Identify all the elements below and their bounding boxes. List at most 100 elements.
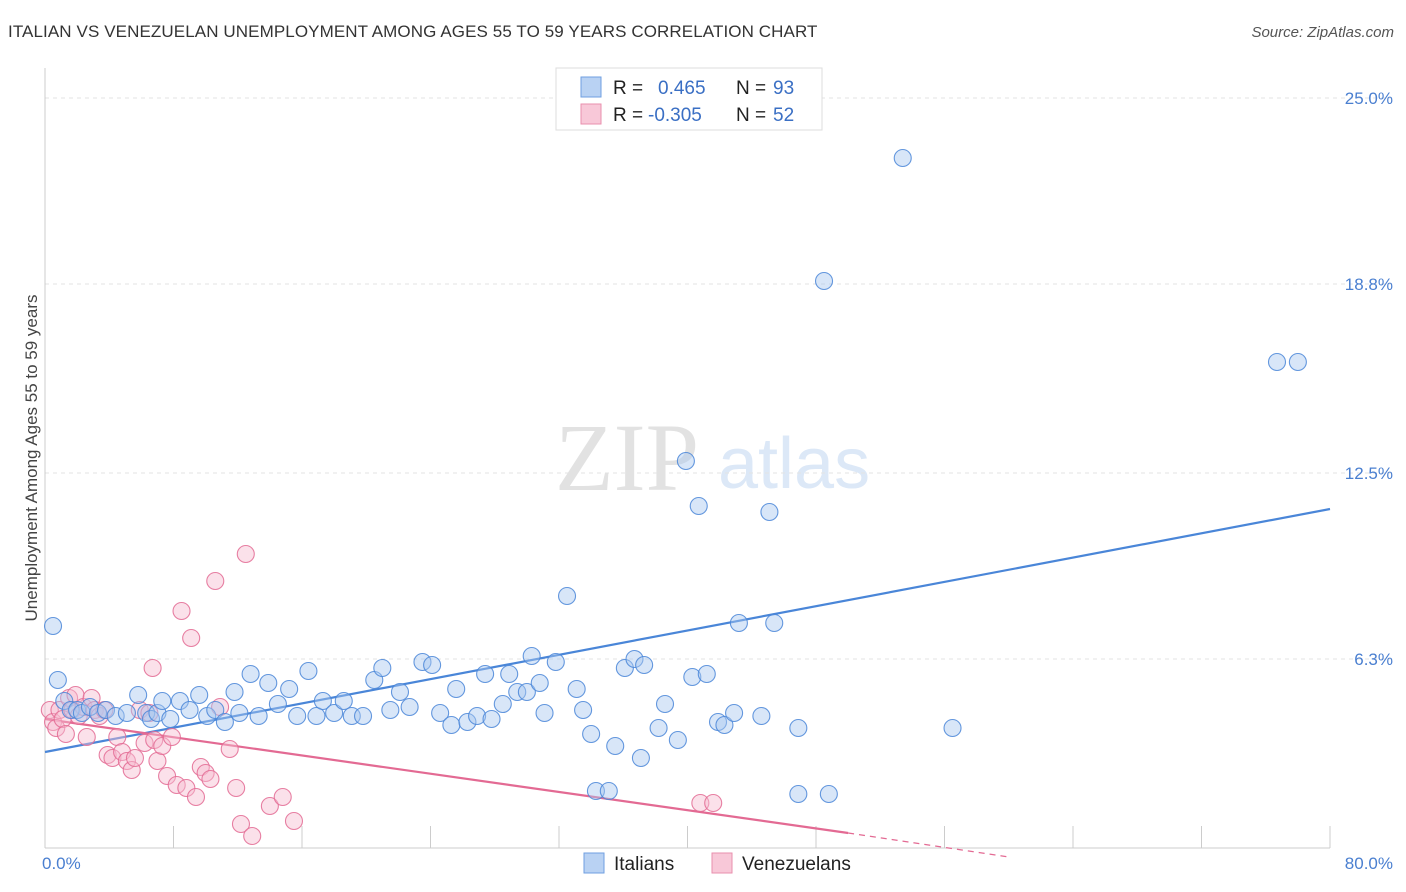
- data-point-italians: [625, 649, 644, 669]
- data-point-italians: [468, 706, 487, 726]
- data-point-italians: [96, 700, 116, 720]
- y-tick-label: 6.3%: [1354, 650, 1393, 669]
- data-point-italians: [1267, 352, 1287, 372]
- data-point-italians: [789, 784, 808, 804]
- data-point-venezuelans: [162, 727, 181, 747]
- data-point-italians: [161, 709, 180, 729]
- y-tick-label: 12.5%: [1345, 464, 1393, 483]
- chart-title: ITALIAN VS VENEZUELAN UNEMPLOYMENT AMONG…: [8, 22, 818, 41]
- data-point-italians: [129, 685, 148, 705]
- data-point-italians: [522, 646, 541, 666]
- data-point-italians: [582, 724, 601, 744]
- correlation-legend: R = 0.465 N = 93 R = -0.305 N = 52: [555, 67, 823, 131]
- bottom-legend-label-venezuelans: Venezuelans: [742, 854, 851, 875]
- data-point-italians: [230, 703, 249, 723]
- data-point-italians: [668, 730, 687, 750]
- data-point-italians: [288, 706, 307, 726]
- watermark-atlas: atlas: [718, 424, 870, 504]
- data-point-italians: [814, 271, 834, 291]
- data-point-italians: [606, 736, 625, 756]
- data-point-italians: [206, 700, 225, 720]
- data-point-italians: [153, 691, 172, 711]
- axes: [44, 68, 1331, 849]
- legend-r-label: R =: [613, 105, 643, 126]
- data-point-venezuelans: [273, 787, 292, 807]
- data-point-italians: [635, 655, 654, 675]
- data-point-italians: [725, 703, 744, 723]
- data-point-venezuelans: [206, 571, 225, 591]
- trend-line-venezuelans: [44, 717, 849, 835]
- data-point-venezuelans: [56, 724, 75, 744]
- trend-line-italians: [44, 507, 1331, 754]
- data-point-venezuelans: [227, 778, 246, 798]
- data-point-italians: [442, 715, 461, 735]
- data-point-italians: [381, 700, 400, 720]
- data-point-italians: [458, 712, 477, 732]
- data-point-venezuelans: [125, 748, 144, 768]
- legend-swatch-venezuelans: [580, 103, 602, 125]
- data-point-italians: [697, 664, 716, 684]
- data-point-venezuelans: [236, 544, 255, 564]
- data-point-italians: [43, 616, 63, 636]
- data-point-venezuelans: [191, 757, 210, 777]
- y-tick-label: 18.8%: [1345, 275, 1393, 294]
- data-point-italians: [241, 664, 260, 684]
- data-point-venezuelans: [98, 745, 117, 765]
- data-point-italians: [225, 682, 244, 702]
- trend-line-venezuelans-extension: [848, 832, 1009, 858]
- data-point-italians: [655, 694, 675, 714]
- data-point-italians: [649, 718, 668, 738]
- data-point-italians: [373, 658, 392, 678]
- data-point-italians: [752, 706, 771, 726]
- data-point-italians: [508, 682, 527, 702]
- grid-lines: [45, 97, 1392, 660]
- data-point-italians: [334, 691, 353, 711]
- data-point-italians: [117, 703, 136, 723]
- legend-n-value: 52: [773, 105, 794, 126]
- data-point-venezuelans: [108, 727, 127, 747]
- data-point-italians: [280, 679, 299, 699]
- data-point-venezuelans: [284, 811, 304, 831]
- data-point-italians: [313, 691, 332, 711]
- data-point-venezuelans: [172, 601, 191, 621]
- data-point-italians: [106, 706, 125, 726]
- data-point-italians: [819, 784, 838, 804]
- data-point-venezuelans: [691, 793, 710, 813]
- data-point-venezuelans: [143, 658, 162, 678]
- data-point-italians: [574, 700, 593, 720]
- data-point-venezuelans: [243, 826, 262, 846]
- data-point-italians: [683, 667, 702, 687]
- watermark-zip: ZIP: [555, 404, 699, 511]
- source-label: Source: ZipAtlas.com: [1251, 24, 1394, 41]
- data-point-italians: [400, 697, 419, 717]
- legend-swatch-italians: [580, 76, 602, 98]
- data-points: [40, 148, 1307, 846]
- data-point-italians: [431, 703, 450, 723]
- data-point-italians: [215, 712, 234, 732]
- data-point-venezuelans: [186, 787, 206, 807]
- data-point-italians: [299, 661, 318, 681]
- data-point-venezuelans: [122, 760, 141, 780]
- data-point-italians: [493, 694, 512, 714]
- data-point-italians: [586, 781, 605, 801]
- data-point-italians: [61, 700, 80, 720]
- data-point-italians: [535, 703, 554, 723]
- data-point-italians: [325, 703, 344, 723]
- data-point-italians: [268, 694, 287, 714]
- y-tick-label: 25.0%: [1345, 89, 1393, 108]
- data-point-italians: [390, 682, 410, 702]
- data-point-venezuelans: [182, 628, 201, 648]
- data-point-venezuelans: [153, 736, 172, 756]
- legend-n-label: N =: [736, 78, 766, 99]
- data-point-italians: [765, 613, 784, 633]
- data-point-venezuelans: [260, 796, 279, 816]
- data-point-venezuelans: [103, 748, 122, 768]
- y-axis-label: Unemployment Among Ages 55 to 59 years: [22, 295, 41, 622]
- data-point-italians: [689, 496, 708, 516]
- data-point-italians: [557, 586, 577, 606]
- data-point-venezuelans: [196, 763, 215, 783]
- data-point-venezuelans: [40, 700, 59, 720]
- data-point-italians: [893, 148, 912, 168]
- x-tick-label: 80.0%: [1345, 854, 1393, 873]
- legend-r-label: R =: [613, 78, 643, 99]
